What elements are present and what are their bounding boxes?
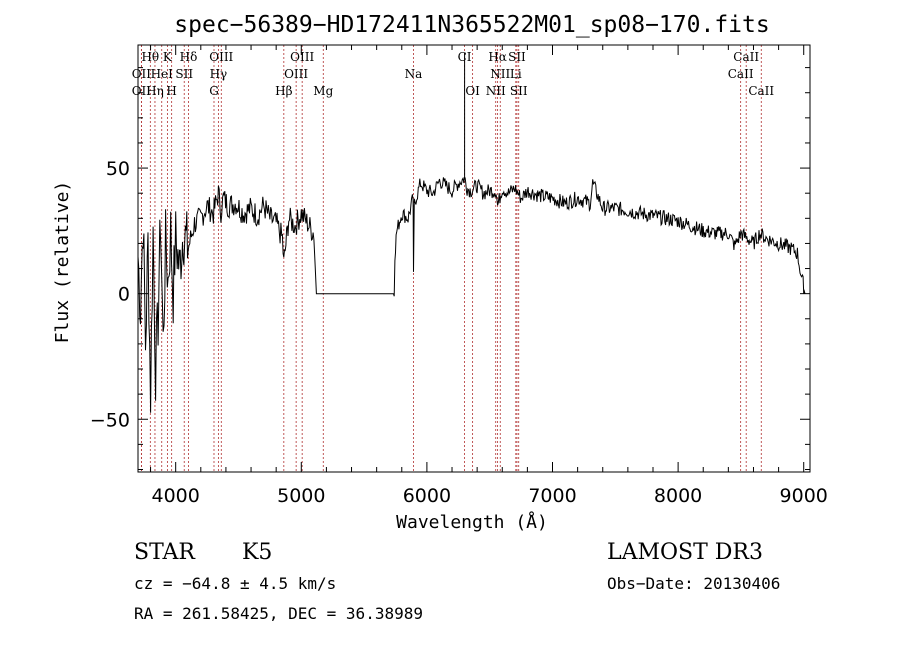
survey-name: LAMOST DR3 — [607, 540, 763, 565]
spectral-line-markers — [140, 45, 762, 472]
redshift-text: cz = −64.8 ± 4.5 km/s — [134, 574, 337, 593]
line-label: NII — [490, 67, 510, 81]
line-label: OIII — [209, 50, 233, 64]
spectrum-chart: spec−56389−HD172411N365522M01_sp08−170.f… — [52, 12, 828, 533]
x-axis-title: Wavelength (Å) — [396, 511, 548, 533]
line-label: Hθ — [141, 50, 159, 64]
line-label: Hγ — [210, 67, 228, 81]
y-tick-label: −50 — [90, 409, 130, 431]
line-label: SII — [175, 67, 193, 81]
line-label: Hη — [146, 84, 164, 98]
line-label: CaII — [728, 67, 754, 81]
line-label: CaII — [748, 84, 774, 98]
line-label: Hδ — [180, 50, 198, 64]
coordinates: RA = 261.58425, DEC = 36.38989 — [134, 604, 423, 623]
x-tick-label: 6000 — [403, 485, 451, 507]
y-tick-label: 0 — [118, 284, 130, 306]
line-label: OII — [132, 67, 152, 81]
x-tick-label: 9000 — [780, 485, 828, 507]
line-label: OIII — [290, 50, 314, 64]
y-tick-label: 50 — [106, 158, 130, 180]
line-label: Hβ — [275, 84, 292, 98]
object-subclass: K5 — [242, 540, 273, 565]
line-label: Mg — [313, 84, 333, 98]
line-label: H — [166, 84, 176, 98]
line-label: Hα — [488, 50, 507, 64]
line-label: SII — [508, 50, 526, 64]
line-label: K — [163, 50, 173, 64]
line-label: G — [209, 84, 219, 98]
x-tick-label: 7000 — [528, 485, 576, 507]
line-label: CaII — [733, 50, 759, 64]
chart-title: spec−56389−HD172411N365522M01_sp08−170.f… — [174, 12, 769, 38]
obs-date: Obs−Date: 20130406 — [607, 574, 781, 593]
spectrum-series — [137, 52, 806, 413]
x-tick-label: 8000 — [654, 485, 702, 507]
x-tick-label: 4000 — [152, 485, 200, 507]
line-label: OI — [465, 84, 480, 98]
y-axis: −50 0 50 — [90, 67, 810, 470]
line-label: Na — [405, 67, 423, 81]
object-class: STAR — [134, 540, 195, 565]
plot-frame — [137, 44, 811, 473]
line-label: OIII — [284, 67, 308, 81]
line-label: SII — [510, 84, 528, 98]
x-axis: 4000 5000 6000 7000 8000 9000 — [150, 45, 828, 507]
x-tick-label: 5000 — [277, 485, 325, 507]
line-label: OII — [132, 84, 152, 98]
line-label: NII — [486, 84, 506, 98]
y-axis-title: Flux (relative) — [52, 181, 73, 344]
line-label: Li — [510, 67, 522, 81]
line-label: HeI — [151, 67, 174, 81]
